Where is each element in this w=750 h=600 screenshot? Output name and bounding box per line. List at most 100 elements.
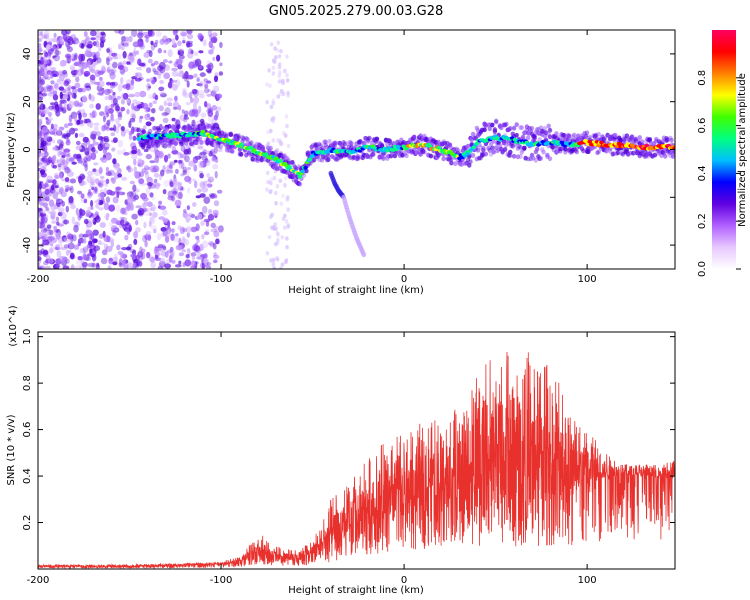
spectral-noise-mark — [67, 91, 73, 96]
spectral-noise-mark — [212, 163, 219, 170]
spectral-noise-mark — [83, 181, 87, 186]
spectral-noise-mark — [135, 205, 142, 209]
spectral-noise-mark — [186, 42, 193, 48]
spectral-noise-mark — [207, 213, 215, 221]
spectral-noise-mark — [111, 52, 118, 57]
spectral-halo-mark — [624, 133, 630, 139]
spectral-noise-mark — [155, 252, 162, 256]
spectral-halo-mark — [201, 124, 207, 129]
spectral-halo-mark — [371, 151, 376, 157]
spectral-noise-mark — [39, 115, 44, 122]
spectral-noise-mark — [184, 259, 192, 267]
spectral-noise-mark — [82, 261, 88, 268]
spectral-noise-mark — [122, 260, 126, 267]
spectral-halo-mark — [146, 143, 152, 149]
spectral-noise-mark — [204, 83, 209, 89]
spectral-noise-mark — [129, 55, 135, 64]
spectral-noise-mark — [82, 136, 89, 143]
spectral-noise-mark — [77, 86, 83, 95]
spectral-halo-mark — [615, 150, 621, 156]
spectral-noise-mark — [190, 226, 198, 233]
spectral-noise-mark — [285, 195, 290, 200]
spectral-noise-mark — [186, 248, 191, 253]
spectral-noise-mark — [171, 221, 176, 226]
spectral-noise-mark — [196, 238, 200, 243]
spectral-noise-mark — [143, 148, 149, 153]
spectral-noise-mark — [44, 188, 50, 195]
spectral-noise-mark — [196, 188, 202, 193]
spectral-noise-mark — [182, 87, 187, 94]
spectral-noise-mark — [128, 93, 136, 98]
spectral-noise-mark — [83, 218, 89, 225]
spectral-noise-mark — [203, 258, 210, 266]
spectral-noise-mark — [158, 200, 163, 205]
spectral-halo-mark — [542, 125, 548, 131]
spectral-halo-mark — [208, 140, 213, 146]
spectral-noise-mark — [115, 204, 121, 213]
spectral-halo-mark — [453, 161, 458, 167]
spectral-noise-mark — [131, 126, 135, 134]
spectral-halo-mark — [387, 138, 392, 144]
spectral-noise-mark — [172, 187, 177, 196]
spectral-noise-mark — [185, 254, 190, 259]
spectral-halo-mark — [326, 153, 331, 159]
spectral-halo-mark — [404, 153, 409, 159]
spectral-noise-mark — [41, 155, 48, 164]
spectral-noise-mark — [43, 227, 47, 233]
spectral-noise-mark — [65, 139, 71, 146]
spectral-noise-mark — [90, 152, 97, 160]
spectral-noise-mark — [98, 70, 106, 74]
spectral-noise-mark — [87, 189, 92, 196]
spectral-halo-mark — [482, 127, 487, 133]
spectral-noise-mark — [49, 247, 54, 254]
spectral-noise-mark — [129, 52, 133, 57]
spectral-halo-mark — [167, 124, 172, 129]
spectral-noise-mark — [56, 78, 61, 83]
spectral-noise-mark — [276, 94, 281, 99]
spectrogram-y-axis-label: Frequency (Hz) — [6, 112, 17, 188]
spectral-noise-mark — [142, 235, 147, 243]
spectral-halo-mark — [519, 125, 524, 131]
spectral-halo-mark — [470, 153, 476, 158]
spectral-halo-mark — [533, 158, 539, 163]
spectral-noise-mark — [275, 48, 279, 53]
spectral-noise-mark — [283, 176, 288, 181]
spectrogram-x-tick-label: -200 — [27, 274, 50, 285]
spectral-halo-mark — [183, 127, 189, 132]
spectral-halo-mark — [518, 154, 523, 159]
spectral-noise-mark — [175, 34, 179, 41]
spectral-halo-mark — [523, 155, 528, 161]
spectral-noise-mark — [67, 242, 75, 250]
spectral-noise-mark — [184, 114, 188, 118]
spectral-noise-mark — [142, 31, 149, 36]
spectral-noise-mark — [65, 187, 72, 191]
spectral-noise-mark — [150, 116, 155, 122]
spectral-noise-mark — [183, 209, 187, 213]
spectral-halo-mark — [536, 126, 541, 132]
spectral-noise-mark — [61, 133, 68, 138]
spectral-noise-mark — [75, 259, 82, 266]
spectral-halo-mark — [563, 146, 568, 152]
spectral-noise-mark — [89, 94, 95, 103]
spectral-noise-mark — [117, 123, 122, 128]
spectral-noise-mark — [133, 231, 139, 239]
spectral-noise-mark — [137, 209, 143, 216]
spectral-noise-mark — [46, 136, 53, 142]
spectral-noise-mark — [53, 32, 57, 38]
spectral-halo-mark — [520, 134, 526, 140]
spectral-noise-mark — [184, 238, 189, 246]
spectral-noise-mark — [199, 193, 206, 198]
spectral-noise-mark — [112, 91, 116, 96]
spectral-halo-mark — [665, 137, 671, 143]
spectral-noise-mark — [143, 52, 150, 58]
spectral-noise-mark — [167, 220, 171, 228]
spectral-noise-mark — [144, 233, 152, 241]
snr-x-tick-label: 0 — [401, 575, 407, 586]
spectral-halo-mark — [248, 141, 253, 147]
spectral-halo-mark — [622, 136, 627, 142]
spectral-halo-mark — [511, 153, 517, 159]
spectral-noise-mark — [162, 35, 168, 43]
spectral-noise-mark — [105, 56, 113, 62]
spectral-noise-mark — [271, 262, 276, 267]
spectral-noise-mark — [98, 167, 103, 174]
